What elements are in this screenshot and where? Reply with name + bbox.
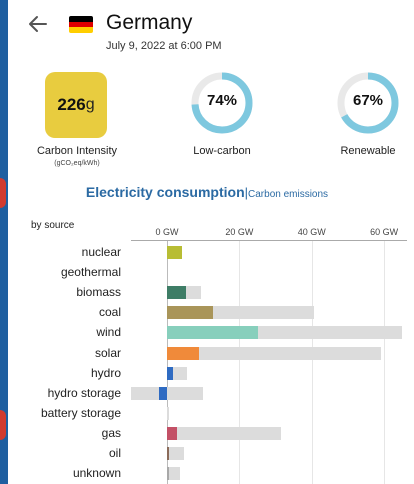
zero-axis-line: [167, 241, 168, 484]
low-carbon-gauge-fill: [191, 72, 253, 134]
production-bar: [167, 286, 186, 300]
x-axis-line: [131, 240, 407, 241]
carbon-intensity-unit: g: [85, 96, 95, 113]
carbon-intensity-badge: 226 g: [45, 72, 107, 138]
carbon-intensity-unit-label: (gCO₂eq/kWh): [54, 160, 100, 167]
source-label-battery-storage: battery storage: [40, 405, 121, 420]
source-label-coal: coal: [98, 305, 121, 320]
back-arrow-icon[interactable]: [26, 12, 50, 36]
low-carbon-gauge: 74%: [190, 71, 254, 135]
capacity-bar: [167, 467, 181, 481]
sidebar-marker: [0, 410, 6, 440]
tab-separator: |: [244, 185, 249, 200]
zone-title: Germany: [106, 11, 193, 34]
capacity-bar: [167, 346, 381, 360]
carbon-intensity-value: 226: [57, 95, 86, 114]
source-label-biomass: biomass: [76, 285, 121, 300]
low-carbon-label: Low-carbon: [193, 145, 251, 157]
production-bar: [159, 386, 167, 400]
gridline: [311, 241, 313, 484]
production-bar: [167, 326, 258, 340]
source-label-solar: solar: [94, 345, 121, 360]
production-bar: [167, 426, 178, 440]
tick-label: 20 GW: [225, 227, 254, 237]
gridline: [384, 241, 386, 484]
chart-tabs: Electricity consumption|Carbon emissions: [0, 184, 414, 202]
datetime-label: July 9, 2022 at 6:00 PM: [106, 40, 222, 52]
capacity-bar: [167, 406, 169, 420]
left-sidebar-strip: [0, 0, 8, 484]
source-label-wind: wind: [96, 325, 121, 340]
source-label-oil: oil: [108, 446, 121, 460]
production-bar: [167, 246, 183, 259]
source-label-unknown: unknown: [72, 466, 121, 481]
renewable-value: 67%: [352, 92, 384, 109]
capacity-bar: [130, 386, 204, 400]
source-label-hydro: hydro: [90, 365, 121, 380]
production-bar: [167, 366, 173, 380]
tab-electricity-consumption[interactable]: Electricity consumption: [85, 184, 245, 200]
renewable-label: Renewable: [340, 145, 396, 157]
production-bar: [167, 467, 169, 481]
source-label-geothermal: geothermal: [60, 265, 121, 280]
gridline: [239, 241, 241, 484]
source-label-gas: gas: [101, 425, 121, 440]
chart-axis-title: by source: [31, 220, 75, 231]
tick-label: 0 GW: [155, 227, 179, 237]
source-label-nuclear: nuclear: [81, 245, 121, 259]
production-bar: [167, 306, 213, 320]
sidebar-marker: [0, 178, 6, 208]
tick-label: 40 GW: [297, 227, 326, 237]
carbon-intensity-label: Carbon Intensity: [36, 145, 118, 157]
tick-label: 60 GW: [370, 227, 399, 237]
capacity-bar: [167, 447, 184, 460]
production-bar: [167, 447, 169, 460]
capacity-bar: [167, 426, 282, 440]
source-label-hydro-storage: hydro storage: [47, 385, 121, 400]
renewable-gauge-fill: [337, 72, 399, 134]
tab-carbon-emissions[interactable]: Carbon emissions: [248, 189, 329, 200]
low-carbon-value: 74%: [206, 92, 238, 109]
production-bar: [167, 346, 199, 360]
germany-flag-icon: [69, 16, 93, 33]
renewable-gauge: 67%: [336, 71, 400, 135]
